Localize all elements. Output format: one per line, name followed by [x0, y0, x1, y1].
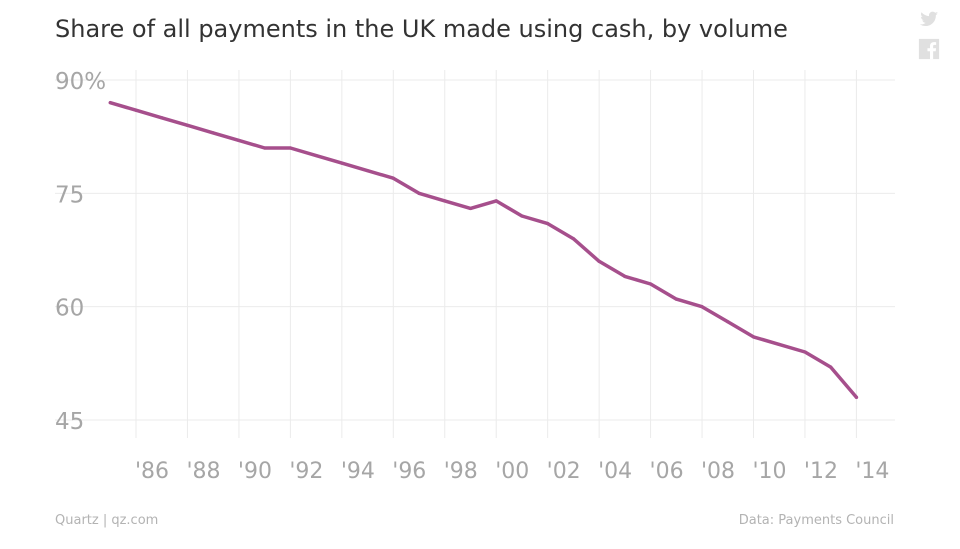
x-tick-label: '04	[598, 459, 632, 484]
data-point	[237, 138, 241, 143]
x-tick-label: '06	[650, 459, 684, 484]
x-tick-label: '98	[444, 459, 478, 484]
data-point	[648, 282, 653, 286]
data-point	[160, 116, 164, 120]
data-point	[623, 274, 627, 279]
data-point	[726, 320, 730, 324]
series-line	[108, 100, 859, 400]
data-point	[211, 131, 215, 135]
data-point	[520, 214, 524, 218]
x-tick-label: '90	[238, 459, 272, 484]
data-point	[468, 206, 473, 211]
facebook-icon[interactable]	[918, 38, 940, 60]
data-point	[777, 342, 781, 347]
x-tick-label: '88	[186, 459, 220, 484]
data-point	[751, 335, 756, 339]
y-tick-label: 60	[55, 296, 84, 322]
data-point	[829, 365, 833, 369]
data-point	[494, 199, 498, 203]
footer-credit: Quartz | qz.com	[55, 513, 159, 528]
x-tick-label: '92	[289, 459, 323, 484]
footer-source: Data: Payments Council	[738, 513, 894, 528]
data-point	[263, 146, 267, 150]
x-tick-label: '96	[392, 459, 426, 484]
data-point	[700, 305, 704, 309]
data-point	[674, 297, 678, 301]
data-point	[571, 237, 575, 241]
data-point	[288, 146, 292, 150]
data-point	[854, 395, 859, 399]
data-point	[391, 176, 395, 180]
data-point	[546, 221, 550, 226]
series	[108, 100, 859, 400]
data-point	[443, 199, 447, 203]
data-point	[314, 153, 318, 158]
grid	[55, 70, 895, 438]
data-point	[803, 350, 807, 354]
x-tick-label: '86	[135, 459, 169, 484]
x-tick-label: '08	[701, 459, 735, 484]
y-axis-ticks: 90% 75 60 45	[55, 69, 106, 435]
x-axis-ticks: '86 '88 '90 '92 '94 '96 '98 '00 '02 '04 '06 '08 '10 '…	[135, 459, 889, 484]
x-tick-label: '94	[341, 459, 375, 484]
y-tick-label: 90%	[55, 69, 106, 95]
twitter-icon[interactable]	[918, 8, 940, 30]
x-tick-label: '12	[804, 459, 838, 484]
data-point	[108, 101, 112, 105]
data-point	[134, 108, 138, 112]
share-icons	[918, 8, 942, 68]
x-tick-label: '14	[855, 459, 889, 484]
data-point	[340, 161, 344, 165]
y-tick-label: 45	[55, 409, 84, 435]
data-point	[185, 123, 190, 127]
y-tick-label: 75	[55, 182, 84, 208]
x-tick-label: '10	[752, 459, 786, 484]
data-point	[597, 259, 601, 263]
chart-title: Share of all payments in the UK made usi…	[55, 15, 788, 43]
x-tick-label: '02	[547, 459, 581, 484]
x-tick-label: '00	[495, 459, 529, 484]
data-point	[417, 191, 421, 195]
data-point	[365, 169, 370, 173]
